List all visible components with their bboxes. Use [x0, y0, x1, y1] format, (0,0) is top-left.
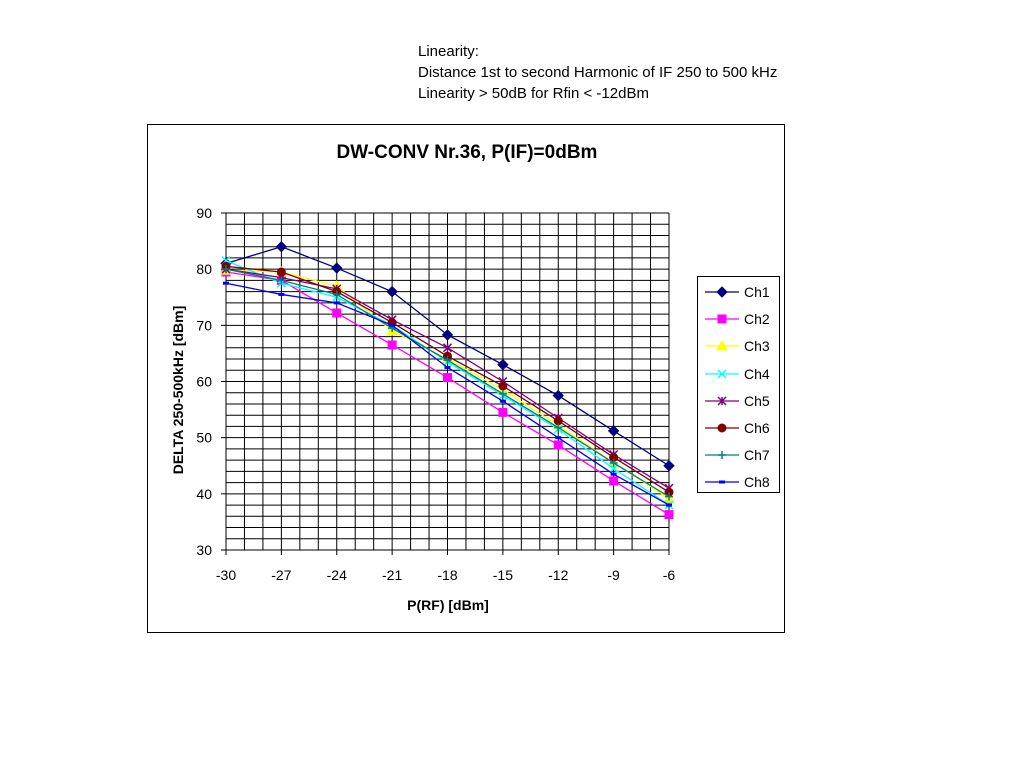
- data-point: [441, 329, 454, 341]
- data-point: [609, 458, 618, 467]
- data-point: [664, 510, 674, 520]
- legend-item-ch6: Ch6: [698, 418, 781, 438]
- x-tick-label: -15: [493, 567, 513, 583]
- legend-label: Ch7: [744, 447, 770, 464]
- y-tick-label: 80: [196, 261, 212, 277]
- data-point: [665, 492, 673, 501]
- x-tick-label: -30: [216, 567, 236, 583]
- x-tick-label: -9: [607, 567, 620, 583]
- x-tick-label: -18: [437, 567, 457, 583]
- x-tick-label: -21: [382, 567, 402, 583]
- legend-swatch: [705, 451, 739, 460]
- legend-label: Ch4: [744, 365, 770, 382]
- legend-swatch-marker: [717, 314, 727, 324]
- data-point: [497, 358, 509, 371]
- legend-swatch-marker: [717, 369, 727, 379]
- data-point: [332, 290, 341, 299]
- legend-label: Ch6: [744, 420, 770, 436]
- legend-swatch-marker: [716, 340, 728, 351]
- data-point: [609, 464, 619, 474]
- data-point: [278, 292, 285, 296]
- data-point: [276, 267, 286, 277]
- legend-label: Ch1: [744, 284, 770, 300]
- x-axis-title: P(RF) [dBm]: [407, 597, 489, 613]
- data-point: [554, 423, 563, 432]
- legend-item-ch8: Ch8: [698, 472, 781, 492]
- data-point: [443, 373, 452, 383]
- legend-swatch: [705, 314, 739, 324]
- data-point: [442, 343, 453, 353]
- legend-item-ch2: Ch2: [698, 309, 781, 329]
- data-point: [223, 281, 229, 285]
- legend-swatch: [705, 423, 739, 433]
- legend-swatch-marker: [719, 480, 725, 484]
- legend-swatch: [705, 369, 739, 379]
- legend-swatch: [705, 480, 739, 484]
- data-point: [222, 265, 230, 274]
- y-tick-label: 40: [196, 486, 212, 502]
- x-tick-label: -6: [663, 567, 676, 583]
- x-tick-label: -12: [548, 567, 568, 583]
- legend-swatch-marker: [718, 451, 726, 460]
- legend-swatch-marker: [717, 423, 727, 433]
- legend-item-ch1: Ch1: [698, 282, 781, 302]
- data-point: [552, 389, 564, 402]
- y-tick-label: 60: [196, 374, 212, 390]
- header-notes: Linearity: Distance 1st to second Harmon…: [418, 41, 777, 104]
- y-axis-title: DELTA 250-500kHz [dBm]: [170, 305, 186, 475]
- y-tick-label: 30: [196, 542, 212, 558]
- legend-item-ch5: Ch5: [698, 391, 781, 411]
- legend-item-ch7: Ch7: [698, 445, 781, 465]
- data-point: [387, 340, 397, 350]
- legend: Ch1 Ch2 Ch3 Ch4 Ch5 Ch6 Ch7 Ch8: [697, 276, 780, 493]
- legend-label: Ch5: [744, 392, 770, 409]
- data-point: [499, 399, 506, 403]
- data-point: [331, 262, 343, 274]
- data-point: [444, 365, 451, 369]
- legend-label: Ch3: [744, 338, 770, 355]
- legend-item-ch4: Ch4: [698, 364, 781, 384]
- data-point: [443, 356, 452, 365]
- data-point: [498, 407, 508, 417]
- data-point: [555, 436, 562, 440]
- data-point: [666, 503, 672, 507]
- data-point: [553, 440, 563, 450]
- legend-label: Ch8: [744, 474, 770, 491]
- data-point: [607, 425, 620, 437]
- y-tick-label: 90: [196, 205, 212, 221]
- legend-swatch-marker: [717, 396, 727, 406]
- data-point: [386, 285, 398, 298]
- chart-title: DW-CONV Nr.36, P(IF)=0dBm: [336, 142, 598, 163]
- y-tick-label: 50: [196, 430, 212, 446]
- data-point: [389, 323, 396, 327]
- notes-line-3: Linearity > 50dB for Rfin < -12dBm: [418, 85, 649, 102]
- x-tick-label: -24: [327, 567, 347, 583]
- data-point: [498, 381, 508, 391]
- legend-label: Ch2: [744, 311, 770, 328]
- legend-swatch: [705, 286, 739, 298]
- notes-line-1: Linearity:: [418, 43, 479, 60]
- legend-item-ch3: Ch3: [698, 336, 781, 356]
- x-tick-label: -27: [271, 567, 291, 583]
- data-point: [609, 476, 619, 486]
- series-ch8: [223, 281, 672, 507]
- data-point: [610, 472, 617, 476]
- data-point: [498, 389, 507, 398]
- legend-swatch: [705, 340, 739, 351]
- data-point: [663, 460, 675, 472]
- data-point: [275, 240, 288, 253]
- notes-line-2: Distance 1st to second Harmonic of IF 25…: [418, 64, 778, 81]
- legend-swatch-marker: [716, 286, 728, 298]
- legend-swatch: [705, 396, 739, 406]
- y-tick-label: 70: [196, 317, 212, 333]
- data-point: [333, 301, 340, 305]
- data-point: [277, 276, 286, 285]
- axis-ticks: [221, 212, 670, 555]
- data-point: [332, 308, 342, 318]
